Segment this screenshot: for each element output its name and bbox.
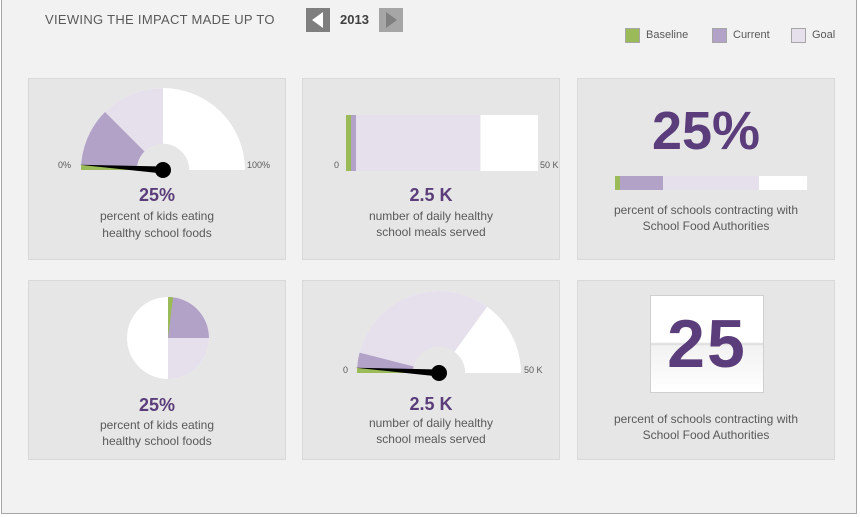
metric-desc-line1: number of daily healthy bbox=[368, 209, 494, 223]
triangle-right-icon bbox=[386, 12, 397, 28]
axis-max-label: 50 K bbox=[524, 365, 543, 375]
gauge-goal-segment bbox=[357, 291, 488, 373]
metric-desc-line2: healthy school foods bbox=[102, 434, 212, 448]
axis-min-label: 0 bbox=[334, 160, 340, 170]
axis-max-label: 100% bbox=[247, 160, 271, 170]
flip-counter: 25 bbox=[650, 295, 764, 393]
legend-baseline: Baseline bbox=[625, 26, 688, 44]
metric-desc-line1: percent of schools contracting with bbox=[613, 412, 799, 426]
pie-chart bbox=[127, 297, 209, 379]
metric-desc-line2: School Food Authorities bbox=[642, 219, 770, 233]
metric-desc-line1: percent of kids eating bbox=[99, 418, 215, 432]
axis-min-label: 0% bbox=[58, 160, 72, 170]
metric-value: 2.5 K bbox=[409, 394, 453, 414]
metric-desc-line1: number of daily healthy bbox=[368, 416, 494, 430]
metric-desc-line2: school meals served bbox=[376, 225, 486, 239]
legend-goal: Goal bbox=[791, 26, 835, 44]
metric-value: 25% bbox=[138, 395, 176, 415]
gauge-needle-hub bbox=[155, 162, 171, 178]
gauge-needle-hub bbox=[431, 365, 447, 381]
metric-value: 2.5 K bbox=[409, 185, 453, 205]
card-meals-gauge: 0 50 K 2.5 K number of daily healthy sch… bbox=[302, 280, 560, 460]
card-schools-counter: 25 percent of schools contracting with S… bbox=[577, 280, 835, 460]
bar-baseline-segment bbox=[346, 115, 351, 171]
card-kids-pie: 25% percent of kids eating healthy schoo… bbox=[28, 280, 286, 460]
bar-baseline-segment bbox=[615, 176, 620, 190]
counter-value: 25 bbox=[667, 306, 747, 382]
bar-goal-segment bbox=[346, 115, 481, 171]
current-swatch bbox=[712, 27, 727, 43]
legend-label: Goal bbox=[812, 29, 836, 41]
bar-chart bbox=[346, 115, 538, 171]
axis-min-label: 0 bbox=[343, 365, 349, 375]
gauge-needle bbox=[355, 367, 440, 377]
metric-desc-line1: percent of schools contracting with bbox=[613, 203, 799, 217]
metric-desc-line1: percent of kids eating bbox=[99, 209, 215, 223]
card-schools-percent: 25% percent of schools contracting with … bbox=[577, 78, 835, 260]
metric-desc-line2: healthy school foods bbox=[102, 226, 212, 240]
metric-value: 25% bbox=[138, 185, 176, 205]
metric-desc-line2: School Food Authorities bbox=[642, 428, 770, 442]
gauge-needle bbox=[79, 164, 164, 174]
next-year-button[interactable] bbox=[379, 8, 403, 32]
prev-year-button[interactable] bbox=[306, 8, 330, 32]
metric-value: 25% bbox=[651, 101, 761, 161]
card-meals-bar: 0 50 K 2.5 K number of daily healthy sch… bbox=[302, 78, 560, 260]
triangle-left-icon bbox=[312, 12, 323, 28]
metric-desc-line2: school meals served bbox=[376, 432, 486, 446]
page-title: VIEWING THE IMPACT MADE UP TO bbox=[45, 12, 275, 27]
year-value: 2013 bbox=[340, 12, 369, 27]
pie-baseline-slice bbox=[168, 297, 174, 338]
axis-max-label: 50 K bbox=[540, 160, 559, 170]
bar-current-segment bbox=[615, 176, 663, 190]
gauge-chart bbox=[79, 88, 245, 179]
gauge-chart bbox=[355, 291, 521, 386]
baseline-swatch bbox=[625, 27, 640, 43]
legend-current: Current bbox=[712, 26, 770, 44]
legend-label: Current bbox=[733, 29, 770, 41]
progress-bar-chart bbox=[615, 176, 807, 190]
card-kids-gauge: 0% 100% 25% percent of kids eating healt… bbox=[28, 78, 286, 260]
legend-label: Baseline bbox=[646, 29, 689, 41]
goal-swatch bbox=[791, 27, 806, 43]
pie-current-slice bbox=[168, 297, 209, 338]
